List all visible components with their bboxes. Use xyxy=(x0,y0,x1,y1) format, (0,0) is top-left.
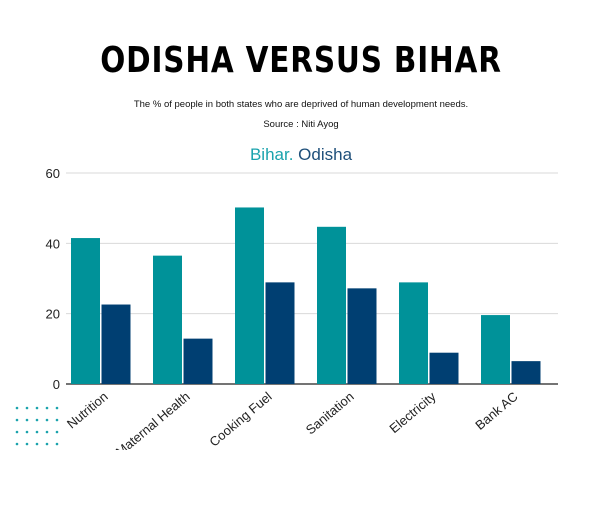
decor-dot xyxy=(15,406,19,410)
decorative-dot-grid xyxy=(15,406,59,446)
decor-dot xyxy=(55,406,59,410)
label-clip-mask xyxy=(0,450,602,517)
y-tick-label: 0 xyxy=(53,377,60,392)
decor-dot xyxy=(25,406,29,410)
decor-dot xyxy=(45,430,49,434)
decor-dot xyxy=(25,418,29,422)
x-tick-label: Bank AC xyxy=(472,389,520,433)
bar-bihar-bank-ac xyxy=(481,315,510,384)
decor-dot xyxy=(35,430,39,434)
bar-odisha-electricity xyxy=(429,352,459,384)
decor-dot xyxy=(45,406,49,410)
bar-bihar-cooking-fuel xyxy=(235,207,264,384)
x-tick-label: Sanitation xyxy=(303,389,357,438)
bar-odisha-nutrition xyxy=(101,304,131,384)
x-tick-label: Cooking Fuel xyxy=(206,389,274,450)
decor-dot xyxy=(55,430,59,434)
decor-dot xyxy=(35,442,39,446)
x-tick-label: Nutrition xyxy=(64,389,111,432)
bar-odisha-cooking-fuel xyxy=(265,282,295,384)
bar-odisha-bank-ac xyxy=(511,361,541,384)
decor-dot xyxy=(45,418,49,422)
decor-dot xyxy=(35,406,39,410)
y-tick-label: 20 xyxy=(46,307,60,322)
decor-dot xyxy=(55,442,59,446)
decor-dot xyxy=(25,442,29,446)
y-tick-label: 40 xyxy=(46,236,60,251)
bar-bihar-electricity xyxy=(399,282,428,384)
x-tick-label: Maternal Health xyxy=(113,389,193,459)
page-title: ODISHA VERSUS BIHAR xyxy=(100,40,502,81)
bar-bihar-nutrition xyxy=(71,238,100,384)
decor-dot xyxy=(35,418,39,422)
decor-dot xyxy=(25,430,29,434)
decor-dot xyxy=(45,442,49,446)
decor-dot xyxy=(15,418,19,422)
y-tick-label: 60 xyxy=(46,166,60,181)
bar-bihar-sanitation xyxy=(317,226,346,384)
legend-item-bihar: Bihar. xyxy=(249,145,294,164)
bar-odisha-sanitation xyxy=(347,288,377,384)
subtitle: The % of people in both states who are d… xyxy=(133,99,469,110)
chart-legend: Bihar. Odisha xyxy=(0,145,602,165)
x-tick-label: Electricity xyxy=(386,388,439,436)
bar-bihar-maternal-health xyxy=(153,255,182,384)
legend-item-odisha: Odisha xyxy=(298,145,353,164)
decor-dot xyxy=(55,418,59,422)
decor-dot xyxy=(15,430,19,434)
bar-odisha-maternal-health xyxy=(183,338,213,384)
source-note: Source : Niti Ayog xyxy=(263,119,339,130)
decor-dot xyxy=(15,442,19,446)
